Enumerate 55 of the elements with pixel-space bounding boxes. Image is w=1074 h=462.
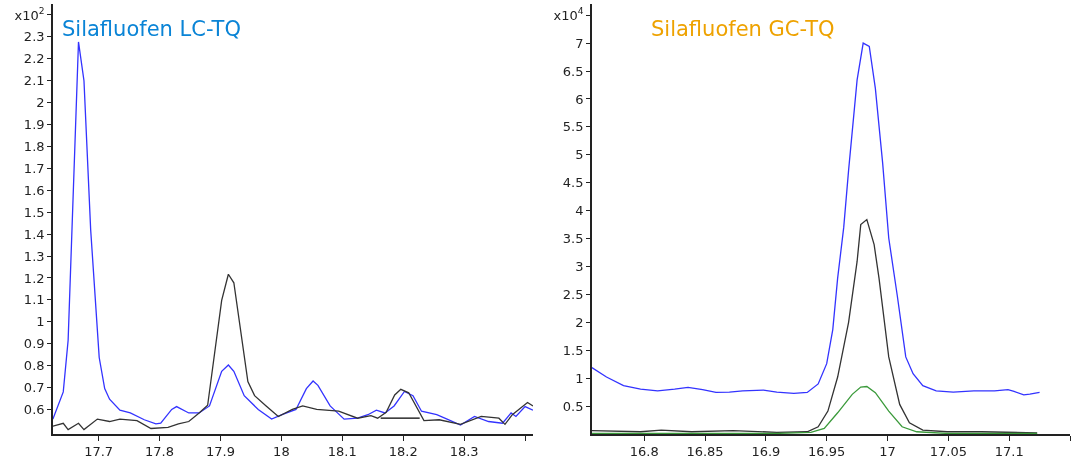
x-tick-label: 16.9 — [751, 444, 781, 460]
y-tick-label: 0.9 — [23, 336, 45, 352]
y-tick-label: 4.5 — [562, 175, 584, 191]
y-tick-label: 2.2 — [23, 51, 45, 67]
y-tick-label: 0.5 — [562, 398, 584, 414]
x-tick-label: 17.8 — [145, 444, 174, 460]
y-tick-label: 6 — [575, 91, 584, 107]
y-tick-label: 1 — [575, 370, 584, 386]
y-tick-label: 1.4 — [23, 226, 45, 242]
y-tick-label: 1.7 — [23, 160, 45, 176]
y-tick-label: 1.6 — [23, 182, 45, 198]
x-tick-label: 17.7 — [84, 444, 114, 460]
text: Silafluofen GC-TQ — [651, 17, 835, 41]
x-tick-label: 16.8 — [629, 444, 659, 460]
y-tick-label: 1.8 — [23, 139, 45, 155]
y-tick-label: 4 — [575, 203, 584, 219]
y-tick-label: 1.9 — [23, 117, 45, 133]
x-tick-label: 18 — [273, 444, 290, 460]
y-tick-label: 2 — [36, 95, 45, 111]
y-tick-label: x10$^{4}$ — [553, 6, 584, 23]
y-tick-label: 0.8 — [23, 358, 45, 374]
x-tick-label: 17 — [879, 444, 896, 460]
line-series — [591, 42, 1041, 396]
y-tick-label: 7 — [575, 35, 584, 51]
y-tick-label: 1.2 — [23, 270, 45, 286]
y-tick-label: 1.5 — [23, 204, 45, 220]
y-tick-label: 3.5 — [562, 231, 584, 247]
x-tick-label: 16.85 — [686, 444, 724, 460]
line-series — [52, 273, 534, 431]
y-tick-label: 0.6 — [23, 402, 45, 417]
y-tick-label: 2 — [575, 314, 584, 330]
y-tick-label: 1.1 — [23, 292, 45, 308]
x-tick-label: 18.2 — [388, 444, 418, 460]
y-tick-label: 2.1 — [23, 73, 45, 89]
x-tick-label: 18.1 — [327, 444, 357, 460]
y-tick-label: 0.7 — [23, 380, 45, 396]
line-series — [52, 41, 534, 426]
y-tick-label: 1.3 — [23, 248, 45, 264]
y-tick-label: 1.5 — [562, 342, 584, 358]
y-tick-label: 6.5 — [562, 63, 584, 79]
y-tick-label: 5.5 — [562, 119, 584, 135]
x-tick-label: 16.95 — [808, 444, 846, 460]
y-tick-label: 3 — [575, 259, 584, 275]
y-tick-label: 2.3 — [23, 29, 45, 45]
line-series — [591, 385, 1038, 434]
x-tick-label: 17.05 — [929, 444, 967, 460]
x-tick-label: 17.9 — [205, 444, 235, 460]
x-tick-label: 17.1 — [994, 444, 1024, 460]
y-tick-label: 1 — [36, 314, 45, 330]
y-tick-label: x10$^{2}$ — [14, 6, 45, 23]
text: Silafluofen LC-TQ — [62, 17, 241, 41]
line-series — [591, 218, 1038, 434]
y-tick-label: 2.5 — [562, 286, 584, 302]
y-tick-label: 5 — [575, 147, 584, 163]
x-tick-label: 18.3 — [449, 444, 479, 460]
